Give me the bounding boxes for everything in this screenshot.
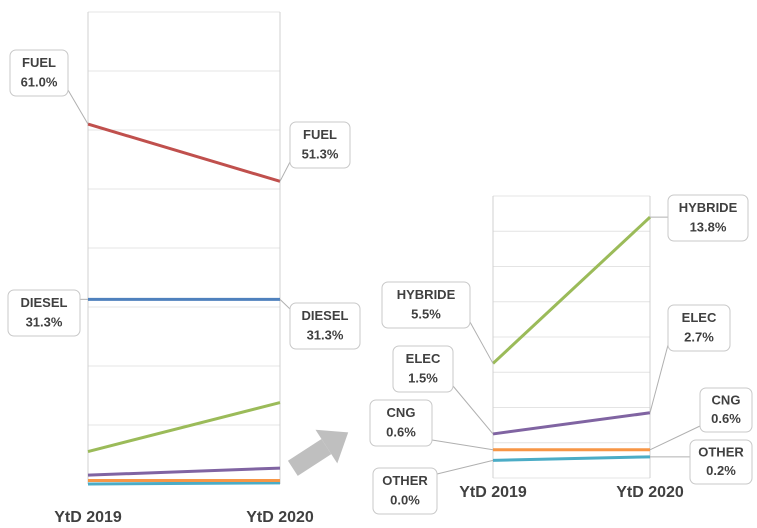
label-name: DIESEL [302,308,349,323]
data-label: 13.8% [690,220,727,235]
data-label: 51.3% [302,147,339,162]
label-name: ELEC [682,310,717,325]
leader-line [469,321,494,364]
leader-line [279,161,291,182]
series-line [87,481,281,486]
zoom-arrow [287,429,349,476]
x-tick-label: YtD 2020 [616,484,684,501]
label-box [667,194,749,242]
label-box [289,121,351,169]
label-name: ELEC [406,351,441,366]
label-box [289,302,361,350]
data-label: 0.6% [711,411,741,426]
data-label: 1.5% [408,371,438,386]
label-name: HYBRIDE [397,287,456,302]
data-label: 0.0% [390,493,420,508]
label-name: OTHER [382,473,428,488]
label-name: OTHER [698,445,744,460]
label-name: FUEL [22,55,56,70]
label-name: CNG [387,405,416,420]
label-name: FUEL [303,127,337,142]
leader-line [436,459,494,475]
series-line [87,122,281,183]
series-line [87,401,281,454]
label-box [372,467,438,515]
x-tick-label: YtD 2019 [54,509,122,526]
data-label: 31.3% [26,315,63,330]
label-name: HYBRIDE [679,200,738,215]
label-box [381,281,471,329]
label-box [392,345,454,393]
leader-line [67,89,89,125]
series-line [492,411,651,436]
data-label: 61.0% [21,75,58,90]
leader-line [452,385,494,435]
label-box [369,399,433,447]
series-line [87,466,281,477]
x-tick-label: YtD 2019 [459,484,527,501]
data-label: 0.2% [706,463,736,478]
label-box [667,304,731,352]
series-line [492,455,651,462]
label-box [7,289,81,337]
series-line [491,216,652,365]
data-label: 2.7% [684,330,714,345]
data-label: 5.5% [411,307,441,322]
data-label: 0.6% [386,425,416,440]
label-box [689,439,753,485]
leader-line [649,344,669,413]
data-label: 31.3% [307,328,344,343]
label-box [9,49,69,97]
label-name: DIESEL [21,295,68,310]
leader-line [431,439,494,451]
label-box [699,387,753,433]
leader-line [649,425,701,451]
label-name: CNG [712,393,741,408]
x-tick-label: YtD 2020 [246,509,314,526]
leader-line [279,298,291,310]
